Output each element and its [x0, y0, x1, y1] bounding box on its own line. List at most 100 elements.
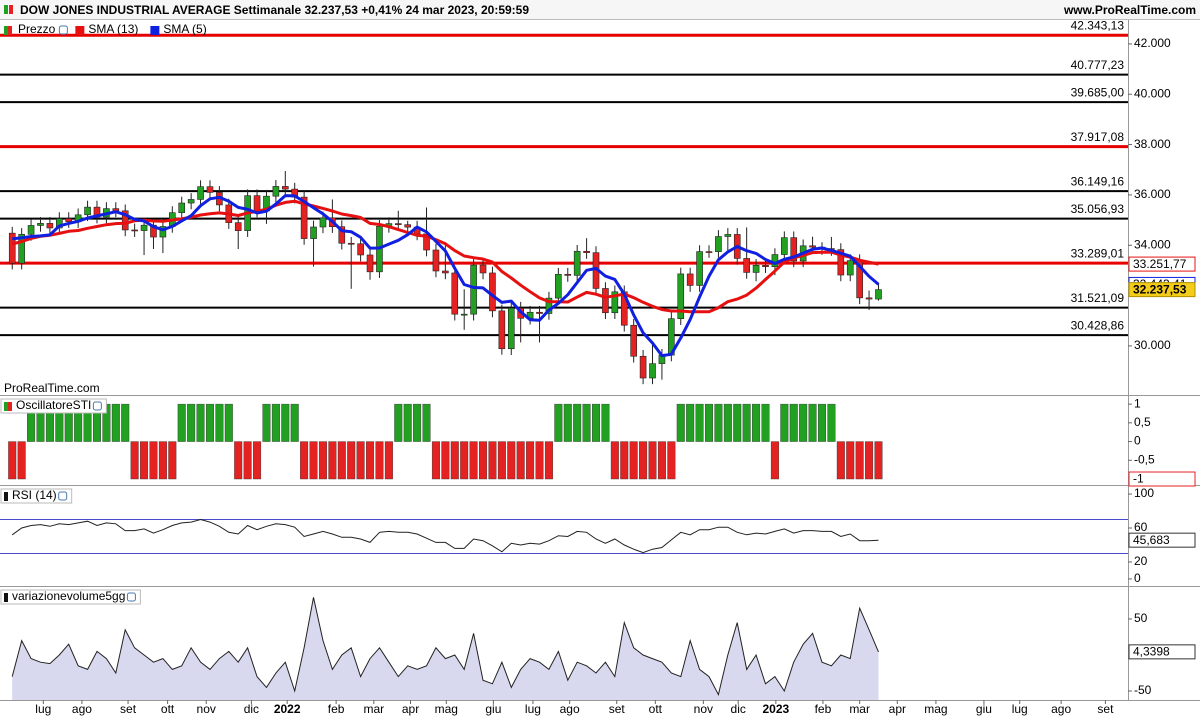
oscillator-bar — [667, 441, 676, 480]
oscillator-bar — [648, 441, 657, 480]
oscillator-bar — [723, 403, 732, 442]
panel-1 — [8, 403, 883, 480]
panel-label-box — [0, 589, 141, 605]
y-tick-label: 36.000 — [1134, 187, 1171, 201]
candle-body — [310, 226, 317, 239]
panel-label-icon — [4, 593, 8, 602]
oscillator-bar — [262, 403, 271, 442]
x-tick-label: mag — [924, 702, 947, 716]
oscillator-bar — [140, 441, 149, 480]
level-label: 35.056,93 — [1071, 202, 1125, 216]
oscillator-bar — [488, 441, 497, 480]
header-bar — [0, 0, 1200, 19]
candle-body — [442, 270, 449, 274]
watermark: ProRealTime.com — [4, 381, 100, 395]
chart-title: DOW JONES INDUSTRIAL AVERAGE Settimanale… — [20, 3, 529, 17]
candle-body — [84, 206, 91, 216]
value-tag-label: 33.251,77 — [1133, 257, 1187, 271]
candle-body — [536, 311, 543, 314]
value-tag-label: 32.237,53 — [1133, 282, 1187, 296]
oscillator-bar — [281, 403, 290, 442]
settings-icon — [92, 401, 102, 411]
y-tick-label: 30.000 — [1134, 338, 1171, 352]
sma-line — [12, 194, 880, 358]
level-label: 36.149,16 — [1071, 174, 1125, 188]
panel-label-icon — [4, 492, 8, 501]
candle-body — [206, 186, 214, 193]
candle-body — [564, 274, 572, 276]
y-tick-label: 100 — [1134, 486, 1154, 500]
candle-body — [357, 243, 364, 256]
level-label: 33.289,01 — [1071, 246, 1125, 260]
candle-body — [140, 224, 148, 231]
level-label: 40.777,23 — [1071, 58, 1125, 72]
oscillator-bar — [535, 441, 544, 480]
candle-body — [507, 307, 515, 350]
oscillator-bar — [384, 441, 393, 480]
level-label: 42.343,13 — [1071, 18, 1125, 32]
oscillator-bar — [158, 441, 167, 480]
candle-body — [611, 291, 619, 314]
y-tick-label: 42.000 — [1134, 36, 1171, 50]
candle-body — [432, 249, 440, 272]
oscillator-bar — [507, 441, 516, 480]
candle-body — [253, 195, 261, 212]
oscillator-bar — [705, 403, 714, 442]
y-tick-label: 20 — [1134, 554, 1148, 568]
candle-body — [56, 218, 63, 229]
candle-body — [451, 272, 459, 315]
x-tick-label: dic — [731, 702, 746, 716]
oscillator-bar — [770, 441, 779, 480]
candle-body — [187, 199, 195, 204]
oscillator-bar — [836, 441, 845, 480]
oscillator-bar — [215, 403, 224, 442]
oscillator-bar — [620, 441, 629, 480]
value-tag — [1128, 532, 1196, 548]
oscillator-bar — [761, 403, 770, 442]
oscillator-bar — [573, 403, 582, 442]
y-tick-label: 0 — [1134, 434, 1141, 448]
oscillator-bar — [460, 441, 469, 480]
x-tick-label: ott — [649, 702, 663, 716]
x-tick-label: 2022 — [274, 702, 301, 716]
oscillator-bar — [271, 403, 280, 442]
legend-icon — [4, 26, 8, 35]
oscillator-bar — [234, 441, 243, 480]
candle-body — [479, 264, 487, 274]
volume-line — [11, 597, 879, 697]
y-tick-label: 0,5 — [1134, 415, 1151, 429]
oscillator-bar — [347, 441, 356, 480]
x-tick-label: giu — [976, 702, 992, 716]
oscillator-bar — [309, 441, 318, 480]
candle-body — [319, 217, 327, 228]
candle-body — [630, 324, 637, 357]
x-tick-label: dic — [244, 702, 259, 716]
panel-label-box — [0, 488, 73, 504]
settings-icon — [126, 592, 136, 602]
x-tick-label: giu — [485, 702, 501, 716]
x-tick-label: nov — [197, 702, 216, 716]
oscillator-bar — [799, 403, 808, 442]
value-tag-label: 45,683 — [1133, 533, 1170, 547]
x-tick-label: lug — [525, 702, 541, 716]
oscillator-bar — [394, 403, 403, 442]
oscillator-bar — [780, 403, 789, 442]
oscillator-bar — [742, 403, 751, 442]
oscillator-bar — [686, 403, 695, 442]
oscillator-bar — [733, 403, 742, 442]
x-tick-label: set — [1097, 702, 1114, 716]
oscillator-bar — [149, 441, 158, 480]
y-tick-label: -0,5 — [1134, 452, 1155, 466]
candle-body — [121, 210, 129, 231]
oscillator-bar — [827, 403, 836, 442]
level-label: 30.428,86 — [1071, 318, 1125, 332]
candle-body — [178, 202, 186, 213]
oscillator-bar — [337, 441, 346, 480]
oscillator-bar — [300, 441, 309, 480]
y-tick-label: -50 — [1134, 683, 1152, 697]
candle-body — [46, 223, 54, 229]
y-tick-label: 34.000 — [1134, 237, 1171, 251]
legend-label: SMA (5) — [163, 22, 206, 36]
candle-body — [470, 264, 477, 315]
oscillator-bar — [874, 441, 883, 480]
